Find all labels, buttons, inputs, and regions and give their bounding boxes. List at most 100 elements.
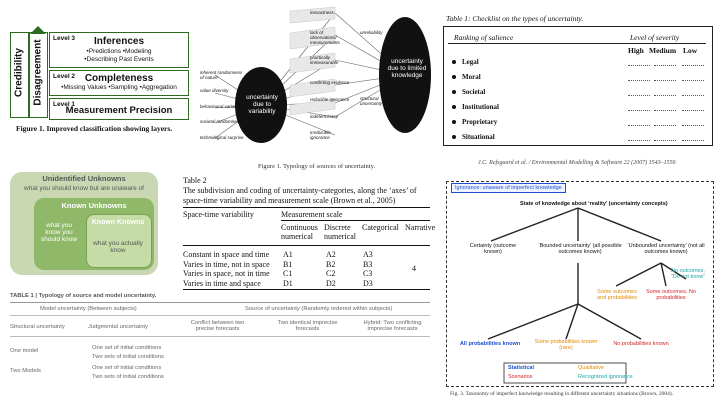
left-label-3: societal randomness: [200, 119, 242, 124]
table2-narrative-code: 4: [412, 264, 416, 273]
level-items: •Missing Values •Sampling •Aggregation: [61, 84, 177, 91]
table2-code-cell: B1: [283, 259, 293, 269]
table1-row-0-cell-0: One set of initial conditions: [92, 345, 162, 351]
checklist-row-label: Institutional: [462, 103, 499, 111]
severity-high: High: [628, 46, 644, 55]
left-circle-label: uncertainty due to variability: [246, 94, 278, 115]
node-all-probs: All probabilities known: [459, 341, 521, 347]
severity-blank: [682, 59, 704, 66]
table2-row-label: Varies in space, not in time: [183, 269, 270, 278]
taxonomy-tree: [487, 207, 687, 384]
left-label-1: value diversity: [200, 88, 229, 93]
severity-blank: [682, 134, 704, 141]
side-label-1: structural uncertainty: [360, 96, 383, 106]
level-tag: Level 3: [53, 35, 76, 42]
legend-statistical: Statistical: [508, 365, 534, 371]
arrow-up-icon: [30, 26, 46, 34]
table2-code-cell: C1: [283, 269, 293, 278]
node-no-outcomes: No outcomes, “Do not know”: [670, 268, 706, 280]
checklist-box: [443, 26, 713, 146]
severity-blank: [682, 89, 704, 96]
legend-box: [503, 362, 627, 384]
table2-subheader-0: Continuous numerical: [281, 223, 318, 241]
node-no-probs: No probabilities known: [613, 341, 669, 347]
severity-blank: [628, 59, 650, 66]
severity-medium: Medium: [649, 46, 677, 55]
checklist-bullet: [452, 105, 456, 109]
severity-blank: [654, 74, 676, 81]
node-some-outcomes-noprobs: Some outcomes, No probabilities: [646, 289, 696, 301]
right-label-6: irreducible ignorance: [310, 130, 331, 140]
table1-col-2: Conflict between two precise forecasts: [190, 320, 245, 332]
table2-caption-1: The subdivision and coding of uncertaint…: [183, 186, 417, 195]
table1-row-0-cell-1: Two sets of initial conditions: [92, 354, 164, 360]
credibility-bar: [10, 32, 29, 118]
severity-header: Level of severity: [630, 33, 680, 42]
mid-subtitle: what you know you should know: [40, 222, 78, 243]
table2-code-cell: A3: [363, 250, 373, 259]
typology-caption: Figure 1. Typology of sources of uncerta…: [258, 163, 376, 170]
table1-col-0: Structural uncertainty: [10, 324, 65, 330]
table2-title: Table 2: [183, 176, 207, 185]
right-label-0: inexactness: [310, 10, 334, 15]
level-items: •Predictions •Modeling: [86, 48, 152, 55]
level-2-box: Level 2 Completeness •Missing Values •Sa…: [49, 70, 189, 96]
severity-blank: [654, 104, 676, 111]
checklist-row-label: Situational: [462, 133, 495, 141]
known-knowns-box: [86, 214, 152, 268]
table1-row-1-label: Two Models: [10, 368, 41, 374]
table1-header-left: Model uncertainty (Between subjects): [40, 306, 137, 312]
level-tag: Level 2: [53, 73, 76, 80]
checklist-row-label: Societal: [462, 88, 486, 96]
severity-blank: [654, 134, 676, 141]
inner-title: Known Knowns: [91, 219, 145, 226]
typology-diagram: [214, 6, 431, 143]
table2-col-header-1: Space-time variability: [183, 210, 254, 219]
severity-low: Low: [683, 46, 698, 55]
inner-subtitle: what you actually know: [93, 240, 143, 254]
right-label-1: lack of observations/ measurements: [310, 30, 340, 45]
severity-blank: [654, 89, 676, 96]
level-tag: Level 1: [53, 101, 76, 108]
table1-rule-top: [10, 302, 430, 303]
table2-code-cell: B2: [326, 259, 336, 269]
table2-rule-bottom: [183, 289, 430, 290]
left-label-2: behavioural variability: [200, 104, 244, 109]
table1-header-right: Source of uncertainty (Randomly ordered …: [245, 306, 393, 312]
checklist-bullet: [452, 135, 456, 139]
severity-blank: [628, 74, 650, 81]
legend-recognized-ignorance: Recognized ignorance: [578, 374, 633, 380]
table1-col-3: Two identical imprecise forecasts: [277, 320, 338, 332]
table1-row-1-cell-1: Two sets of initial conditions: [92, 374, 164, 380]
table1-col-4: Hybrid: Two conflicting imprecise foreca…: [363, 320, 422, 332]
severity-blank: [628, 89, 650, 96]
table2-code-cell: C3: [363, 269, 373, 278]
level-1-box: Level 1 Measurement Precision: [49, 98, 189, 120]
severity-blank: [654, 119, 676, 126]
table1-title: TABLE 1 | Typology of source and model u…: [10, 293, 157, 299]
ranking-header: Ranking of salience: [454, 33, 514, 42]
table2-code-cell: A1: [283, 250, 293, 259]
legend-qualitative: Qualitative: [578, 365, 604, 371]
table2-subheader-1: Discrete numerical: [324, 223, 356, 241]
table2-subheader-2: Categorical: [362, 223, 399, 232]
table1-rule-3: [10, 336, 430, 337]
severity-blank: [682, 119, 704, 126]
table2-code-cell: D3: [363, 278, 373, 288]
taxonomy-root: State of knowledge about ‘reality’ (unce…: [520, 201, 668, 207]
table2-code-cell: B3: [363, 259, 373, 269]
table2-col-header-2: Measurement scale: [281, 210, 343, 219]
checklist-row-label: Proprietary: [462, 118, 498, 126]
node-unbounded: ‘Unbounded uncertainty’ (not all outcome…: [627, 243, 705, 255]
node-some-probs: Some probabilities known (rare): [534, 339, 598, 351]
checklist-citation: J.C. Refsgaard et al. / Environmental Mo…: [478, 160, 676, 166]
checklist-bullet: [452, 60, 456, 64]
table1-col-1: Judgmental uncertainty: [88, 324, 148, 330]
outer-subtitle: what you should know but are unaware of: [24, 185, 144, 192]
severity-blank: [682, 104, 704, 111]
severity-blank: [654, 59, 676, 66]
legend-scenarios: Scenarios: [508, 374, 533, 380]
mid-title: Known Unknowns: [61, 201, 127, 210]
table2-row-label: Varies in time and space: [183, 278, 261, 288]
left-label-0: inherent randomness of nature: [200, 70, 243, 80]
